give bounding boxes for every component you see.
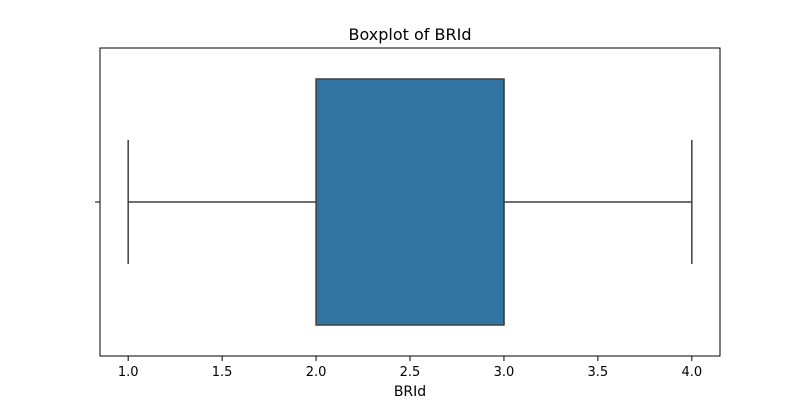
x-tick-label: 4.0 xyxy=(681,365,702,380)
x-axis-label: BRId xyxy=(394,384,426,400)
x-tick-label: 1.0 xyxy=(118,365,139,380)
box-iqr xyxy=(315,78,505,326)
x-tick-label: 3.5 xyxy=(588,365,609,380)
x-tick-label: 3.0 xyxy=(494,365,515,380)
chart-title: Boxplot of BRId xyxy=(349,25,472,44)
x-tick-label: 2.5 xyxy=(400,365,421,380)
plot-area xyxy=(127,78,693,326)
x-tick-label: 2.0 xyxy=(306,365,327,380)
x-tick-label: 1.5 xyxy=(212,365,233,380)
x-axis: 1.0 1.5 2.0 2.5 3.0 3.5 4.0 xyxy=(118,356,702,380)
